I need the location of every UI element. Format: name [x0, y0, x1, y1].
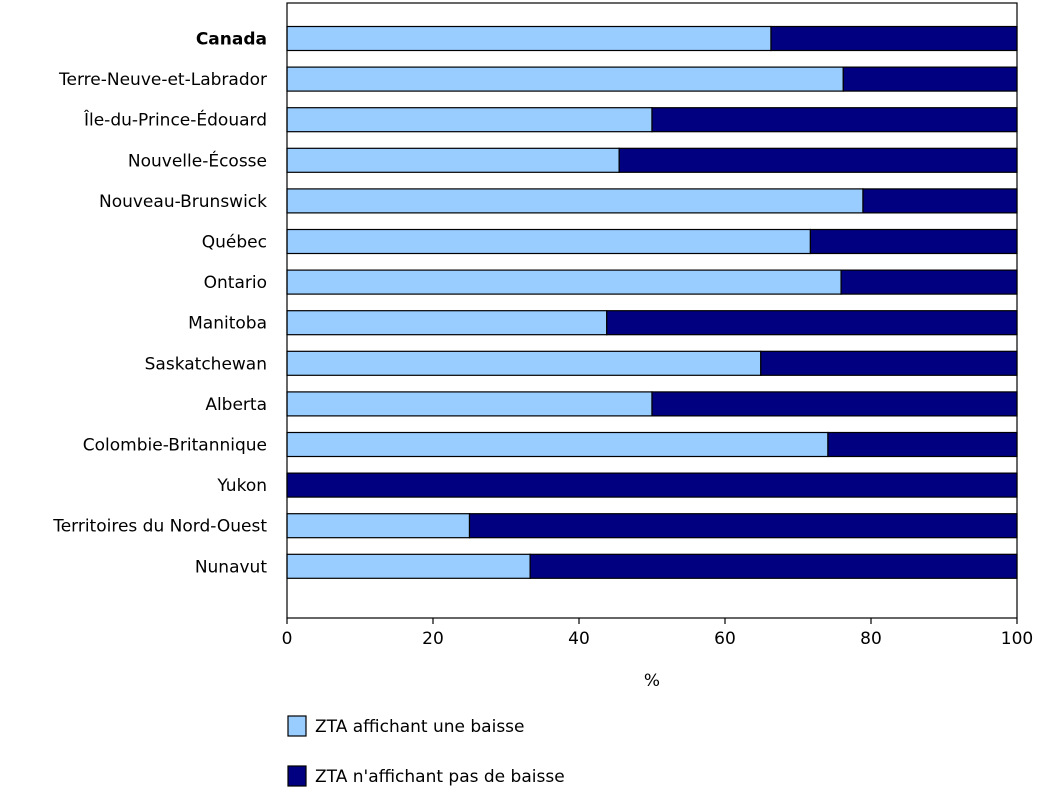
- bar-segment: [286, 107, 653, 133]
- category-label: Ontario: [204, 273, 267, 293]
- bar-segment: [770, 25, 1018, 52]
- bar-segment: [286, 431, 829, 458]
- x-tick-label: 100: [1001, 629, 1033, 649]
- category-label: Canada: [196, 30, 267, 50]
- bar-segment: [286, 472, 1018, 498]
- labels-layer: Canada Terre-Neuve-et-Labrador Île-du-Prin…: [52, 30, 267, 578]
- bar-segment: [286, 269, 842, 295]
- x-axis-title: %: [644, 671, 660, 691]
- bar-segment: [827, 431, 1018, 458]
- category-label: Yukon: [216, 476, 267, 496]
- category-label: Alberta: [205, 395, 267, 415]
- bar-segment: [529, 553, 1018, 579]
- category-label: Nunavut: [195, 557, 268, 577]
- category-label: Île-du-Prince-Édouard: [83, 109, 267, 131]
- bar-segment: [286, 553, 531, 579]
- bar-segment: [286, 25, 772, 52]
- bar-segment: [286, 350, 762, 376]
- category-label: Territoires du Nord-Ouest: [52, 517, 267, 537]
- x-tick-label: 0: [282, 629, 293, 649]
- x-tick-label: 20: [422, 629, 444, 649]
- category-label: Saskatchewan: [145, 354, 267, 374]
- category-label: Nouveau-Brunswick: [99, 192, 267, 212]
- legend: ZTA affichant une baisse ZTA n'affichant …: [287, 715, 565, 787]
- bar-segment: [286, 66, 844, 92]
- x-tick-label: 40: [568, 629, 590, 649]
- bar-segment: [760, 350, 1018, 376]
- bar-segment: [809, 228, 1018, 255]
- bar-segment: [840, 269, 1018, 295]
- x-tick-label: 60: [714, 629, 736, 649]
- x-tick-label: 80: [860, 629, 882, 649]
- bar-segment: [286, 188, 864, 214]
- bar-segment: [286, 147, 620, 173]
- bar-segment: [651, 107, 1018, 133]
- bar-segment: [862, 188, 1018, 214]
- legend-swatch: [287, 765, 307, 787]
- legend-swatch: [287, 715, 307, 737]
- bars-layer: [286, 25, 1018, 579]
- bar-segment: [468, 513, 1018, 539]
- category-label: Québec: [202, 233, 267, 253]
- bar-segment: [651, 391, 1018, 417]
- category-label: Terre-Neuve-et-Labrador: [58, 70, 267, 90]
- category-label: Nouvelle-Écosse: [128, 149, 267, 171]
- bar-segment: [286, 228, 812, 255]
- legend-label: ZTA n'affichant pas de baisse: [315, 767, 565, 787]
- bar-segment: [286, 391, 653, 417]
- bar-segment: [606, 310, 1018, 336]
- category-label: Manitoba: [188, 314, 267, 334]
- bar-segment: [286, 513, 471, 539]
- axis-layer: 0 20 40 60 80 100%: [282, 2, 1033, 691]
- category-label: Colombie-Britannique: [83, 436, 267, 456]
- bar-segment: [618, 147, 1018, 173]
- plot-frame: [286, 2, 1018, 619]
- legend-label: ZTA affichant une baisse: [315, 717, 525, 737]
- bar-segment: [286, 310, 608, 336]
- bar-segment: [842, 66, 1018, 92]
